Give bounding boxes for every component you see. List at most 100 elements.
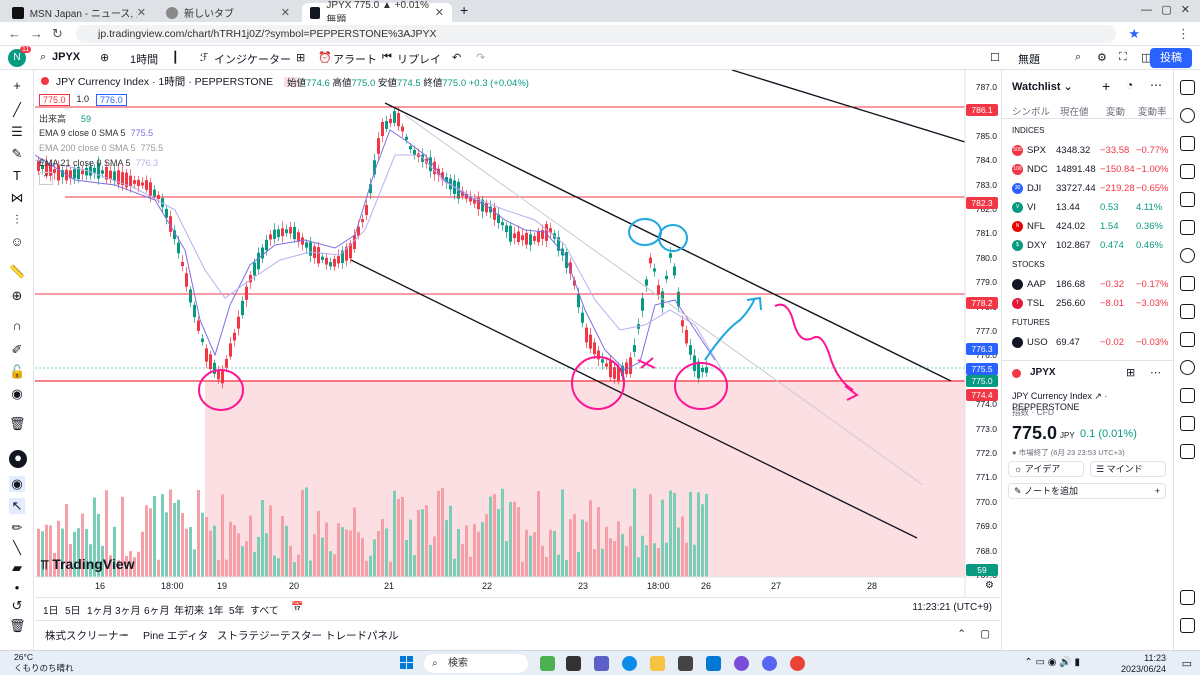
- close-icon[interactable]: ✕: [434, 7, 444, 19]
- text-icon[interactable]: T: [13, 168, 21, 183]
- range-all[interactable]: すべて: [250, 606, 279, 617]
- calendar-icon[interactable]: [1180, 192, 1195, 207]
- ideas-button[interactable]: ☼ アイデア: [1008, 461, 1084, 477]
- circle-annotation-26[interactable]: [674, 362, 728, 410]
- highlighter-icon[interactable]: ▰: [12, 560, 22, 575]
- watchlist-row[interactable]: V VI 13.44 0.53 4.11%: [1002, 199, 1173, 217]
- crosshair-icon[interactable]: +: [13, 78, 21, 93]
- redo-icon[interactable]: ↷: [476, 52, 486, 64]
- sell-price-box[interactable]: 775.0: [39, 94, 70, 106]
- close-icon[interactable]: ✕: [136, 7, 146, 19]
- browser-tab-tradingview[interactable]: JPYX 775.0 ▲ +0.01% 無題 ✕: [302, 0, 452, 26]
- watchlist-section-header[interactable]: INDICES: [1012, 126, 1045, 135]
- trash-icon[interactable]: 🗑: [9, 416, 26, 431]
- play-icon[interactable]: [1180, 360, 1195, 375]
- explorer-icon[interactable]: [650, 656, 665, 671]
- watchlist-row[interactable]: 100 NDC 14891.48 −150.84 −1.00%: [1002, 161, 1173, 179]
- lock-icon[interactable]: 🔓: [9, 364, 26, 379]
- weather-widget[interactable]: 26°C くもりのち晴れ: [14, 652, 74, 673]
- taskbar-clock[interactable]: 11:23 2023/06/24: [1120, 653, 1166, 674]
- help-icon[interactable]: [1180, 248, 1195, 263]
- channel-outer-line[interactable]: [731, 70, 966, 143]
- circle-annotation-top1[interactable]: [628, 218, 662, 246]
- watchlist-section-header[interactable]: STOCKS: [1012, 260, 1045, 269]
- axis-settings-icon[interactable]: ⚙: [985, 580, 994, 591]
- url-field[interactable]: jp.tradingview.com/chart/hTRH1j0Z/?symbo…: [76, 25, 1116, 43]
- line-pen-icon[interactable]: ╲: [13, 540, 21, 555]
- volume-legend[interactable]: 出来高 59: [39, 114, 92, 124]
- edge-icon[interactable]: [622, 656, 637, 671]
- fullscreen-icon[interactable]: ⛶: [1119, 51, 1127, 63]
- brush-icon[interactable]: ✎: [11, 146, 23, 161]
- chart-pane[interactable]: JPY Currency Index · 1時間 · PEPPERSTONE 始…: [35, 70, 1000, 618]
- range-1y[interactable]: 1年: [208, 606, 224, 617]
- clock-timezone[interactable]: 11:23:21 (UTC+9): [912, 602, 992, 613]
- watchlist-row[interactable]: USO 69.47 −0.02 −0.03%: [1002, 334, 1173, 352]
- broadcast-icon[interactable]: [1180, 332, 1195, 347]
- chats-icon[interactable]: [1180, 276, 1195, 291]
- alert-button[interactable]: アラート: [333, 54, 377, 66]
- bookmark-star-icon[interactable]: ★: [1128, 26, 1140, 41]
- symbol-name[interactable]: JPY Currency Index ↗ · PEPPERSTONE: [1012, 391, 1108, 412]
- layers-icon[interactable]: [1180, 590, 1195, 605]
- collapse-legend-icon[interactable]: ⌃: [39, 172, 53, 185]
- layout-name-button[interactable]: 無題: [1018, 54, 1040, 66]
- range-5y[interactable]: 5年: [229, 606, 245, 617]
- settings-icon[interactable]: ⚙: [1097, 52, 1107, 64]
- watchlist-icon[interactable]: [1180, 80, 1195, 95]
- widget-icon[interactable]: [540, 656, 555, 671]
- pencil-lock-icon[interactable]: ✐: [11, 342, 23, 357]
- replay-button[interactable]: リプレイ: [397, 54, 441, 66]
- store-icon[interactable]: [678, 656, 693, 671]
- tab-pine-editor[interactable]: Pine エディタ: [143, 630, 209, 642]
- add-note-button[interactable]: ✎ ノートを追加 +: [1008, 483, 1166, 499]
- ruler-icon[interactable]: 📏: [9, 264, 26, 279]
- range-1d[interactable]: 1日: [43, 606, 59, 617]
- browser-tab-newtab[interactable]: 新しいタブ ✕: [158, 3, 298, 22]
- magnet-icon[interactable]: ∩: [12, 318, 22, 333]
- minds-button[interactable]: ☰ マインド: [1090, 461, 1166, 477]
- alerts-icon[interactable]: [1180, 108, 1195, 123]
- zoom-icon[interactable]: ⊕: [11, 288, 23, 303]
- dialog-icon[interactable]: [1180, 618, 1195, 633]
- chevron-down-icon[interactable]: ⌄: [121, 628, 129, 638]
- add-symbol-icon[interactable]: +: [1102, 78, 1111, 94]
- undo-draw-icon[interactable]: ↺: [11, 598, 23, 613]
- quick-search-icon[interactable]: ⌕: [1075, 51, 1082, 63]
- browser-tab-msn[interactable]: MSN Japan - ニュース, 天気, メール ✕: [4, 3, 154, 22]
- pattern-icon[interactable]: ⋈: [10, 190, 24, 205]
- more-icon[interactable]: ⋯: [1150, 78, 1162, 92]
- new-tab-button[interactable]: +: [460, 2, 469, 18]
- tradingview-logo[interactable]: ⫪ TradingView: [41, 556, 135, 572]
- watchlist-row[interactable]: 500 SPX 4348.32 −33.58 −0.77%: [1002, 142, 1173, 160]
- camera-icon[interactable]: ◫: [1141, 52, 1152, 64]
- window-controls[interactable]: — ▢ ✕: [1141, 4, 1190, 16]
- mail-icon[interactable]: [706, 656, 721, 671]
- data-window-icon[interactable]: [1180, 136, 1195, 151]
- pulse-icon[interactable]: [1180, 416, 1195, 431]
- streams-icon[interactable]: [1180, 304, 1195, 319]
- visibility-icon[interactable]: ◉: [9, 476, 25, 492]
- cross-annotation[interactable]: [637, 357, 656, 369]
- notifications-icon[interactable]: [1180, 388, 1195, 403]
- trend-line-icon[interactable]: ╱: [13, 102, 21, 117]
- compare-icon[interactable]: ⊕: [100, 52, 110, 64]
- chart-canvas[interactable]: [35, 70, 1000, 597]
- ema-200-legend[interactable]: EMA 200 close 0 SMA 5 775.5: [39, 143, 164, 153]
- copilot-icon[interactable]: [734, 656, 749, 671]
- discord-icon[interactable]: [762, 656, 777, 671]
- forward-icon[interactable]: →: [30, 26, 43, 41]
- watchlist-title[interactable]: Watchlist ⌄: [1012, 81, 1073, 93]
- chevron-up-icon[interactable]: ⌃: [957, 628, 966, 640]
- menu-icon[interactable]: ⋮: [1177, 26, 1190, 41]
- symbol-button[interactable]: JPYX: [52, 51, 81, 63]
- watchlist-row[interactable]: T TSL 256.60 −8.01 −3.03%: [1002, 295, 1173, 313]
- hotlists-icon[interactable]: [1180, 164, 1195, 179]
- down-arrow-annotation[interactable]: [774, 303, 854, 391]
- notification-icon[interactable]: ▭: [1181, 658, 1192, 670]
- watchlist-options-icon[interactable]: ◔: [1126, 78, 1134, 92]
- circle-annotation-19[interactable]: [198, 369, 244, 411]
- horizontal-lines-icon[interactable]: ☰: [11, 124, 23, 139]
- chart-title[interactable]: JPY Currency Index · 1時間 · PEPPERSTONE: [55, 76, 274, 88]
- eye-icon[interactable]: ◉: [11, 386, 23, 401]
